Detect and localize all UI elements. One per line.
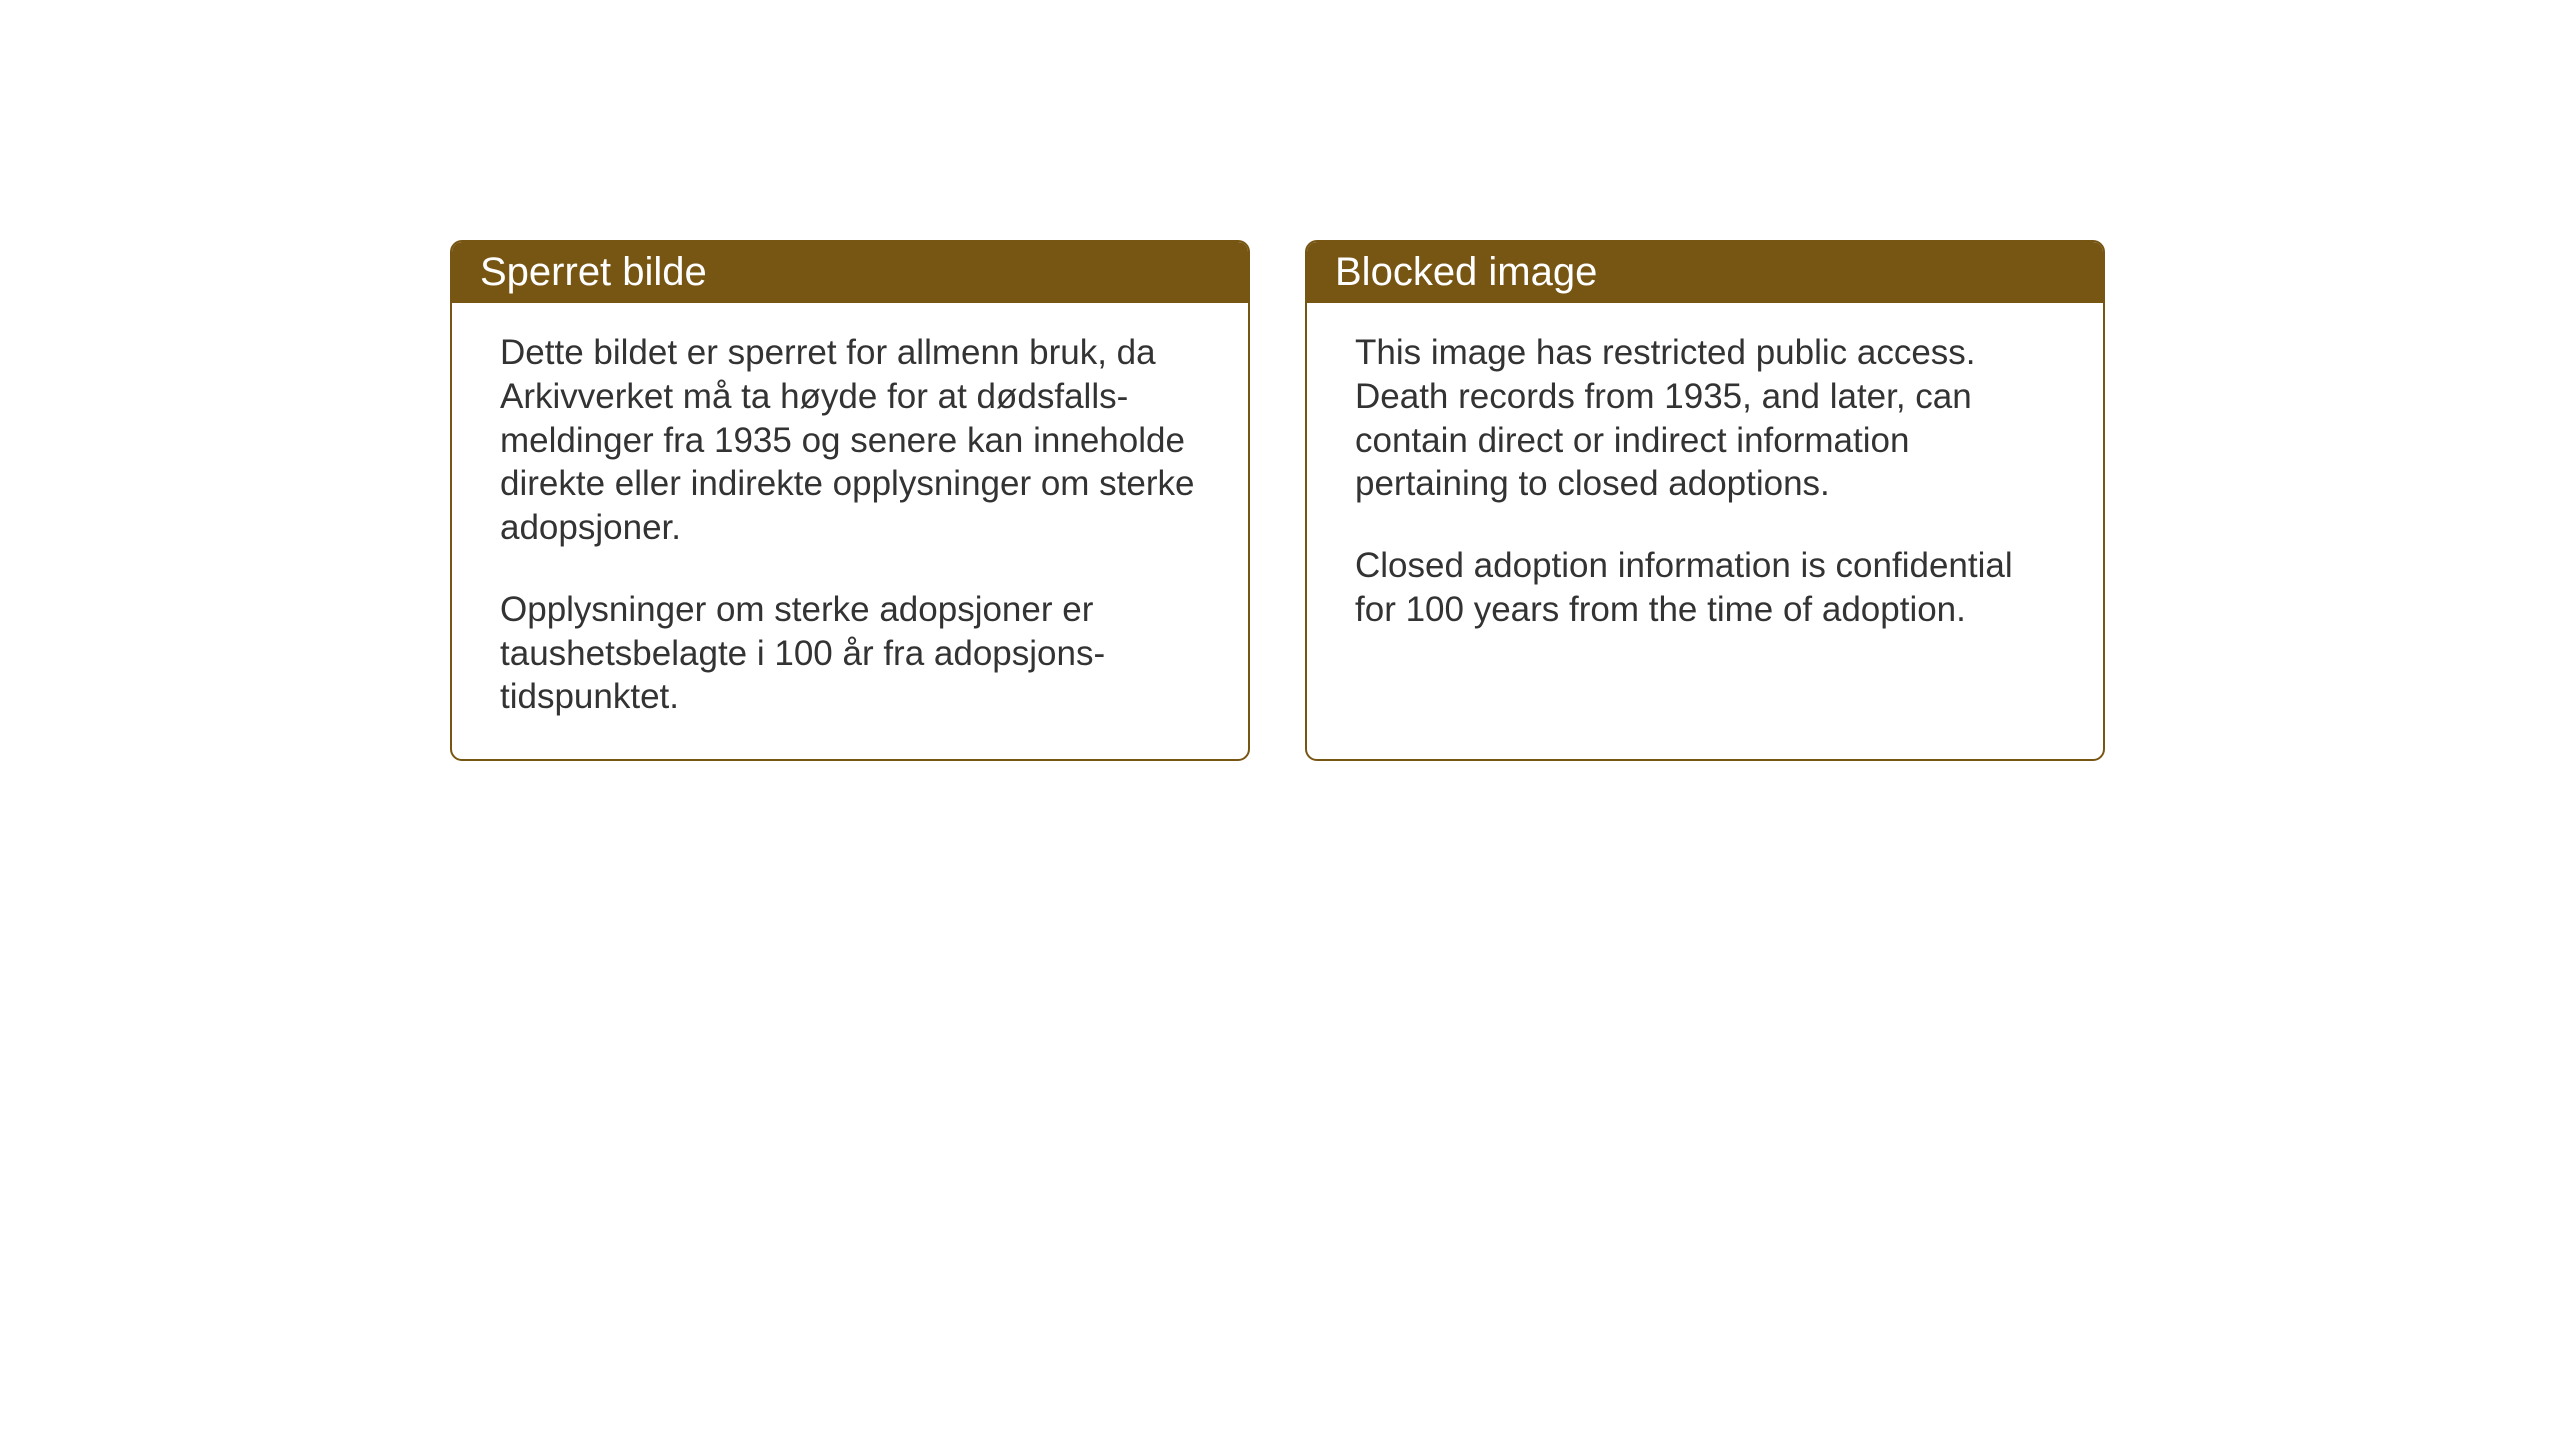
cards-container: Sperret bilde Dette bildet er sperret fo…: [450, 240, 2560, 761]
card-norwegian: Sperret bilde Dette bildet er sperret fo…: [450, 240, 1250, 761]
card-title-norwegian: Sperret bilde: [480, 250, 707, 294]
card-header-norwegian: Sperret bilde: [452, 242, 1248, 303]
card-paragraph1-norwegian: Dette bildet er sperret for allmenn bruk…: [500, 331, 1200, 550]
card-title-english: Blocked image: [1335, 250, 1597, 294]
card-paragraph1-english: This image has restricted public access.…: [1355, 331, 2055, 506]
card-paragraph2-english: Closed adoption information is confident…: [1355, 544, 2055, 632]
card-body-english: This image has restricted public access.…: [1307, 303, 2103, 672]
card-body-norwegian: Dette bildet er sperret for allmenn bruk…: [452, 303, 1248, 759]
card-paragraph2-norwegian: Opplysninger om sterke adopsjoner er tau…: [500, 588, 1200, 719]
card-english: Blocked image This image has restricted …: [1305, 240, 2105, 761]
card-header-english: Blocked image: [1307, 242, 2103, 303]
